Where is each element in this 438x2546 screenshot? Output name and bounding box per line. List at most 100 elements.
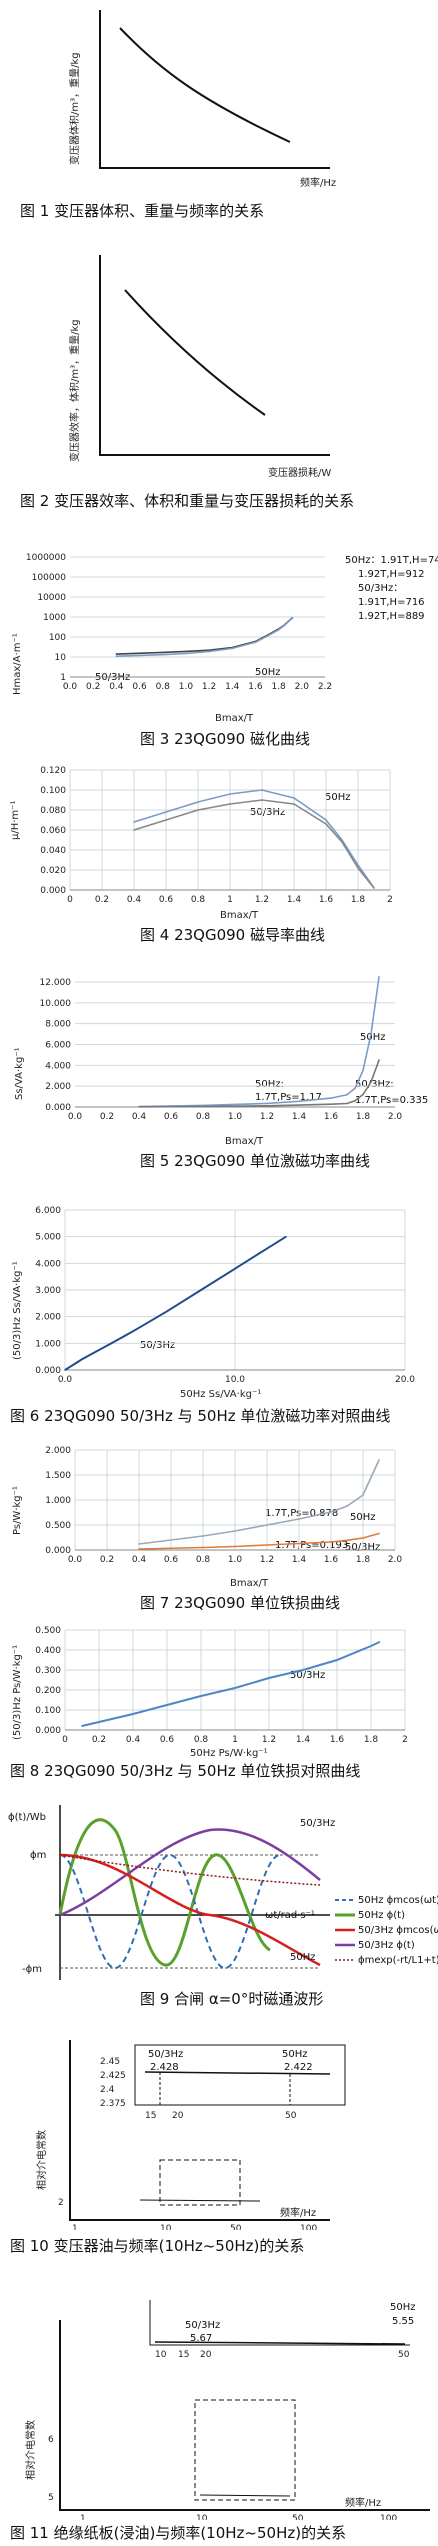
y-tick-label: 0.040 (40, 846, 66, 856)
data-point (266, 1524, 268, 1526)
data-point (289, 619, 292, 621)
data-point (138, 1548, 140, 1550)
x-tick-label: 20.0 (395, 1375, 415, 1385)
fig10-chart: 2.45 2.425 2.4 2.375 15 20 50 50/3Hz 2.4… (35, 2040, 346, 2230)
x-tick-label: 1.2 (262, 1735, 276, 1745)
data-point (346, 1539, 348, 1542)
x-tick-label: 0.0 (58, 1375, 73, 1385)
fig11-inset (149, 2300, 410, 2346)
fig11-zoom-box (194, 2399, 296, 2501)
data-point (298, 1104, 300, 1106)
series-line-50Hz (138, 1459, 380, 1545)
data-point (354, 1087, 356, 1090)
fig9-50hz-phi (58, 1818, 271, 1967)
figure-5: 50Hz 50Hz: 1.7T,Ps=1.17 50/3Hz: 1.7T,Ps=… (0, 970, 438, 1180)
fig5-ann-50: 50Hz (360, 1032, 386, 1043)
fig4-ylabel: μ/H·m⁻¹ (10, 801, 21, 840)
data-point (357, 864, 359, 866)
x-tick-label: 1.8 (364, 1735, 379, 1745)
series-line-50Hz (133, 789, 375, 889)
fig9-legend: 50Hz ϕmcos(ωt) 50Hz ϕ(t) 50/3Hz ϕmcos(ωt… (335, 1895, 438, 1966)
fig3-legend-5: 1.92T,H=889 (358, 611, 425, 622)
fig4-label-503: 50/3Hz (250, 807, 285, 818)
data-point (234, 1103, 236, 1106)
fig3-xlabel: Bmax/T (215, 713, 254, 724)
data-point (298, 1542, 300, 1545)
y-tick-label: 0.020 (40, 866, 66, 876)
x-tick-label: 0.4 (109, 682, 124, 692)
x-tick-label: 1.4 (287, 895, 302, 905)
x-tick-label: 2.2 (318, 682, 332, 692)
fig2-axes (99, 255, 330, 456)
data-point (202, 1105, 204, 1108)
fig9-exp (59, 1854, 321, 1886)
fig10-inset (134, 2044, 346, 2106)
data-point (161, 653, 164, 656)
data-point (293, 803, 295, 805)
fig6-curve-label: 50/3Hz (140, 1340, 175, 1351)
x-tick-label: 1.8 (351, 895, 366, 905)
x-tick-label: 1.6 (330, 1735, 345, 1745)
x-tick-label: 0.8 (156, 682, 171, 692)
figure-1: 变压器体积/m³，重量/kg 频率/Hz 图 1 变压器体积、重量与频率的关系 (0, 0, 438, 220)
data-point (325, 823, 327, 825)
x-tick-label: 0.6 (164, 1555, 179, 1565)
fig3-legend-2: 1.92T,H=912 (358, 569, 425, 580)
figure-7: 1.7T,Ps=0.878 50Hz 1.7T,Ps=0.193 50/3Hz … (0, 1440, 438, 1620)
data-point (234, 1687, 236, 1689)
data-point (165, 819, 167, 821)
x-tick-label: 0 (62, 1735, 68, 1745)
x-tick-label: 1.6 (248, 682, 263, 692)
fig11-main-yt-2: 5 (48, 2493, 54, 2503)
data-point (266, 1544, 268, 1546)
series-line-50-3Hz (64, 1235, 287, 1371)
x-tick-label: 0.0 (68, 1555, 83, 1565)
x-tick-label: 1.4 (225, 682, 240, 692)
fig11-main-xt-3: 50 (292, 2514, 304, 2520)
y-tick-label: 10 (55, 653, 67, 663)
fig2-ylabel: 变压器效率，体积/m³，重量/kg (68, 319, 81, 462)
y-tick-label: 1.000 (35, 1339, 61, 1349)
x-tick-label: 0.2 (100, 1112, 114, 1122)
fig10-main-axes (69, 2040, 330, 2221)
fig11-main-axes (59, 2320, 430, 2511)
y-tick-label: 0.400 (35, 1646, 61, 1656)
y-tick-label: 10.000 (40, 999, 72, 1009)
fig10-yt-1: 2.45 (100, 2057, 120, 2067)
fig10-xt-1: 15 (145, 2111, 156, 2121)
data-point (115, 653, 118, 655)
fig5-ann-50hz-val: 1.7T,Ps=1.17 (255, 1092, 322, 1103)
data-point (298, 1518, 300, 1520)
y-tick-label: 0.300 (35, 1666, 61, 1676)
y-tick-label: 6.000 (35, 1206, 61, 1216)
x-tick-label: 1.0 (228, 1112, 243, 1122)
fig11-main-xt-4: 100 (380, 2514, 397, 2520)
x-tick-label: 1.2 (260, 1555, 274, 1565)
fig10-main-xt-3: 50 (230, 2224, 242, 2230)
fig5-ann-503: 50/3Hz: (355, 1079, 394, 1090)
data-point (378, 1459, 380, 1461)
x-tick-label: 0.8 (196, 1112, 211, 1122)
data-point (185, 650, 187, 653)
figure-4: 50Hz 50/3Hz μ/H·m⁻¹ Bmax/T 0.120 0.100 0.0… (0, 760, 438, 950)
fig7-xlabel: Bmax/T (230, 1578, 269, 1589)
x-tick-label: 0.6 (160, 1735, 175, 1745)
fig10-pt-503-val: 2.428 (150, 2062, 179, 2073)
fig10-main-yt: 2 (58, 2198, 64, 2208)
fig7-caption: 图 7 23QG090 单位铁损曲线 (140, 1594, 340, 1612)
fig2-curve (124, 289, 266, 416)
fig10-pt-50-val: 2.422 (284, 2062, 313, 2073)
fig9-negphim: -ϕm (22, 1964, 42, 1975)
fig6-xlabel: 50Hz Ss/VA·kg⁻¹ (180, 1389, 261, 1400)
y-tick-label: 0.100 (40, 786, 66, 796)
x-tick-label: 1.8 (271, 682, 286, 692)
fig2-chart: 变压器效率，体积/m³，重量/kg 变压器损耗/W (68, 255, 331, 479)
x-tick-label: 0.4 (132, 1112, 147, 1122)
data-point (266, 635, 268, 637)
x-tick-label: 1.6 (324, 1555, 339, 1565)
fig11-pt-503: 50/3Hz (185, 2320, 220, 2331)
data-point (268, 1246, 270, 1249)
fig7-chart: 1.7T,Ps=0.878 50Hz 1.7T,Ps=0.193 50/3Hz … (12, 1446, 402, 1589)
x-tick-label: 0.2 (95, 895, 109, 905)
data-point (254, 641, 257, 643)
